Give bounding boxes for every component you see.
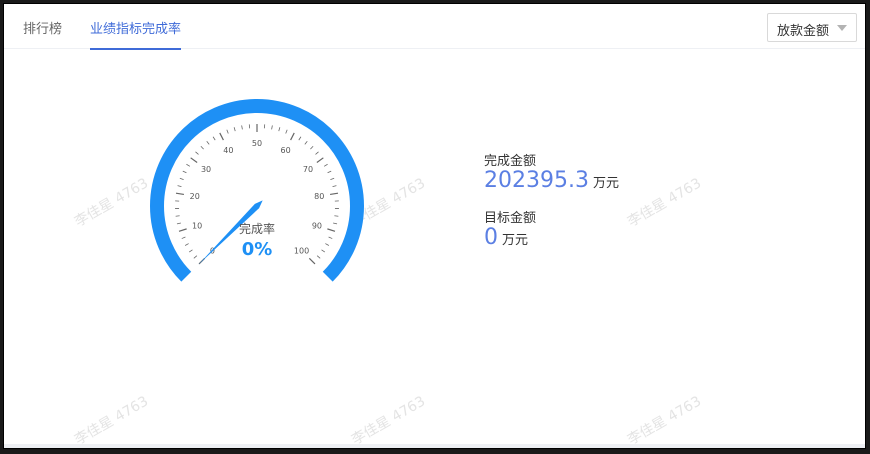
target-amount-unit: 万元 [502,233,529,248]
gauge-tick-label: 40 [223,146,233,155]
gauge-major-tick [175,192,185,196]
watermark: 李佳星 4763 [348,393,429,449]
gauge-minor-tick [184,243,189,246]
gauge-minor-tick [334,215,339,217]
gauge-minor-tick [330,177,335,180]
gauge-minor-tick [226,129,229,134]
gauge-minor-tick [332,185,337,187]
gauge-arc [150,99,364,282]
gauge-minor-tick [298,136,302,141]
gauge-major-tick [219,132,224,141]
gauge-major-tick [327,228,336,232]
panel-bottom-border [4,444,865,448]
gauge-tick-label: 10 [192,221,202,230]
gauge-minor-tick [241,125,243,130]
gauge-minor-tick [193,255,198,259]
gauge-minor-tick [200,145,204,150]
chevron-down-icon [837,25,847,31]
gauge-minor-tick [271,125,273,130]
dashboard-panel: 排行榜 业绩指标完成率 放款金额 李佳星 4763 李佳星 4763 李佳星 4… [3,3,866,449]
gauge-minor-tick [285,129,288,134]
tab-performance-completion[interactable]: 业绩指标完成率 [90,18,182,50]
gauge-minor-tick [181,236,186,239]
gauge-minor-tick [186,163,191,167]
gauge-minor-tick [321,249,326,253]
gauge-minor-tick [310,145,314,150]
gauge-minor-tick [212,136,216,141]
gauge-title: 完成率 [239,221,275,236]
gauge-major-tick [178,228,187,232]
gauge-minor-tick [325,243,330,246]
gauge-minor-tick [175,215,180,217]
completion-gauge: 0102030405060708090100 完成率 0% [150,99,364,282]
tab-ranking[interactable]: 排行榜 [23,22,63,37]
gauge-tick-label: 20 [190,192,200,201]
gauge-tick-label: 90 [312,221,322,230]
gauge-pointer [198,200,263,265]
gauge-value: 0% [242,239,273,260]
gauge-minor-tick [233,127,236,132]
watermark: 李佳星 4763 [71,393,152,449]
gauge-minor-tick [176,222,181,225]
gauge-minor-tick [316,255,321,259]
gauge-minor-tick [195,151,199,155]
completed-amount-value: 202395.3 [484,168,589,193]
target-amount: 0 万元 [484,225,528,250]
gauge-minor-tick [328,236,333,239]
watermark: 李佳星 4763 [624,175,705,231]
gauge-tick-label: 80 [314,192,324,201]
tab-bar: 排行榜 业绩指标完成率 放款金额 [4,4,865,50]
gauge-tick-label: 50 [252,139,262,148]
gauge-minor-tick [206,140,210,145]
gauge-minor-tick [333,222,338,225]
gauge-minor-tick [179,177,184,180]
gauge-minor-tick [278,127,281,132]
gauge-minor-tick [177,185,182,187]
target-amount-value: 0 [484,225,498,250]
gauge-minor-tick [304,140,308,145]
completed-amount-label: 完成金额 [484,154,537,169]
gauge-tick-label: 70 [303,165,313,174]
completed-amount: 202395.3 万元 [484,168,619,193]
gauge-major-tick [308,257,316,265]
gauge-tick-label: 60 [281,146,291,155]
gauge-major-tick [190,157,198,163]
gauge-minor-tick [323,163,328,167]
target-amount-label: 目标金额 [484,211,537,226]
gauge-minor-tick [182,170,187,174]
gauge-minor-tick [188,249,193,253]
gauge-minor-tick [327,170,332,174]
completed-amount-unit: 万元 [592,176,619,191]
gauge-major-tick [316,157,324,163]
watermark: 李佳星 4763 [71,175,152,231]
metric-dropdown[interactable]: 放款金额 [767,13,857,42]
gauge-ticks [175,124,339,265]
watermark: 李佳星 4763 [624,393,705,449]
gauge-minor-tick [315,151,319,155]
gauge-tick-label: 100 [294,247,309,256]
metric-dropdown-value: 放款金额 [777,24,830,39]
gauge-major-tick [290,132,295,141]
gauge-major-tick [329,192,339,196]
gauge-tick-label: 30 [201,165,211,174]
